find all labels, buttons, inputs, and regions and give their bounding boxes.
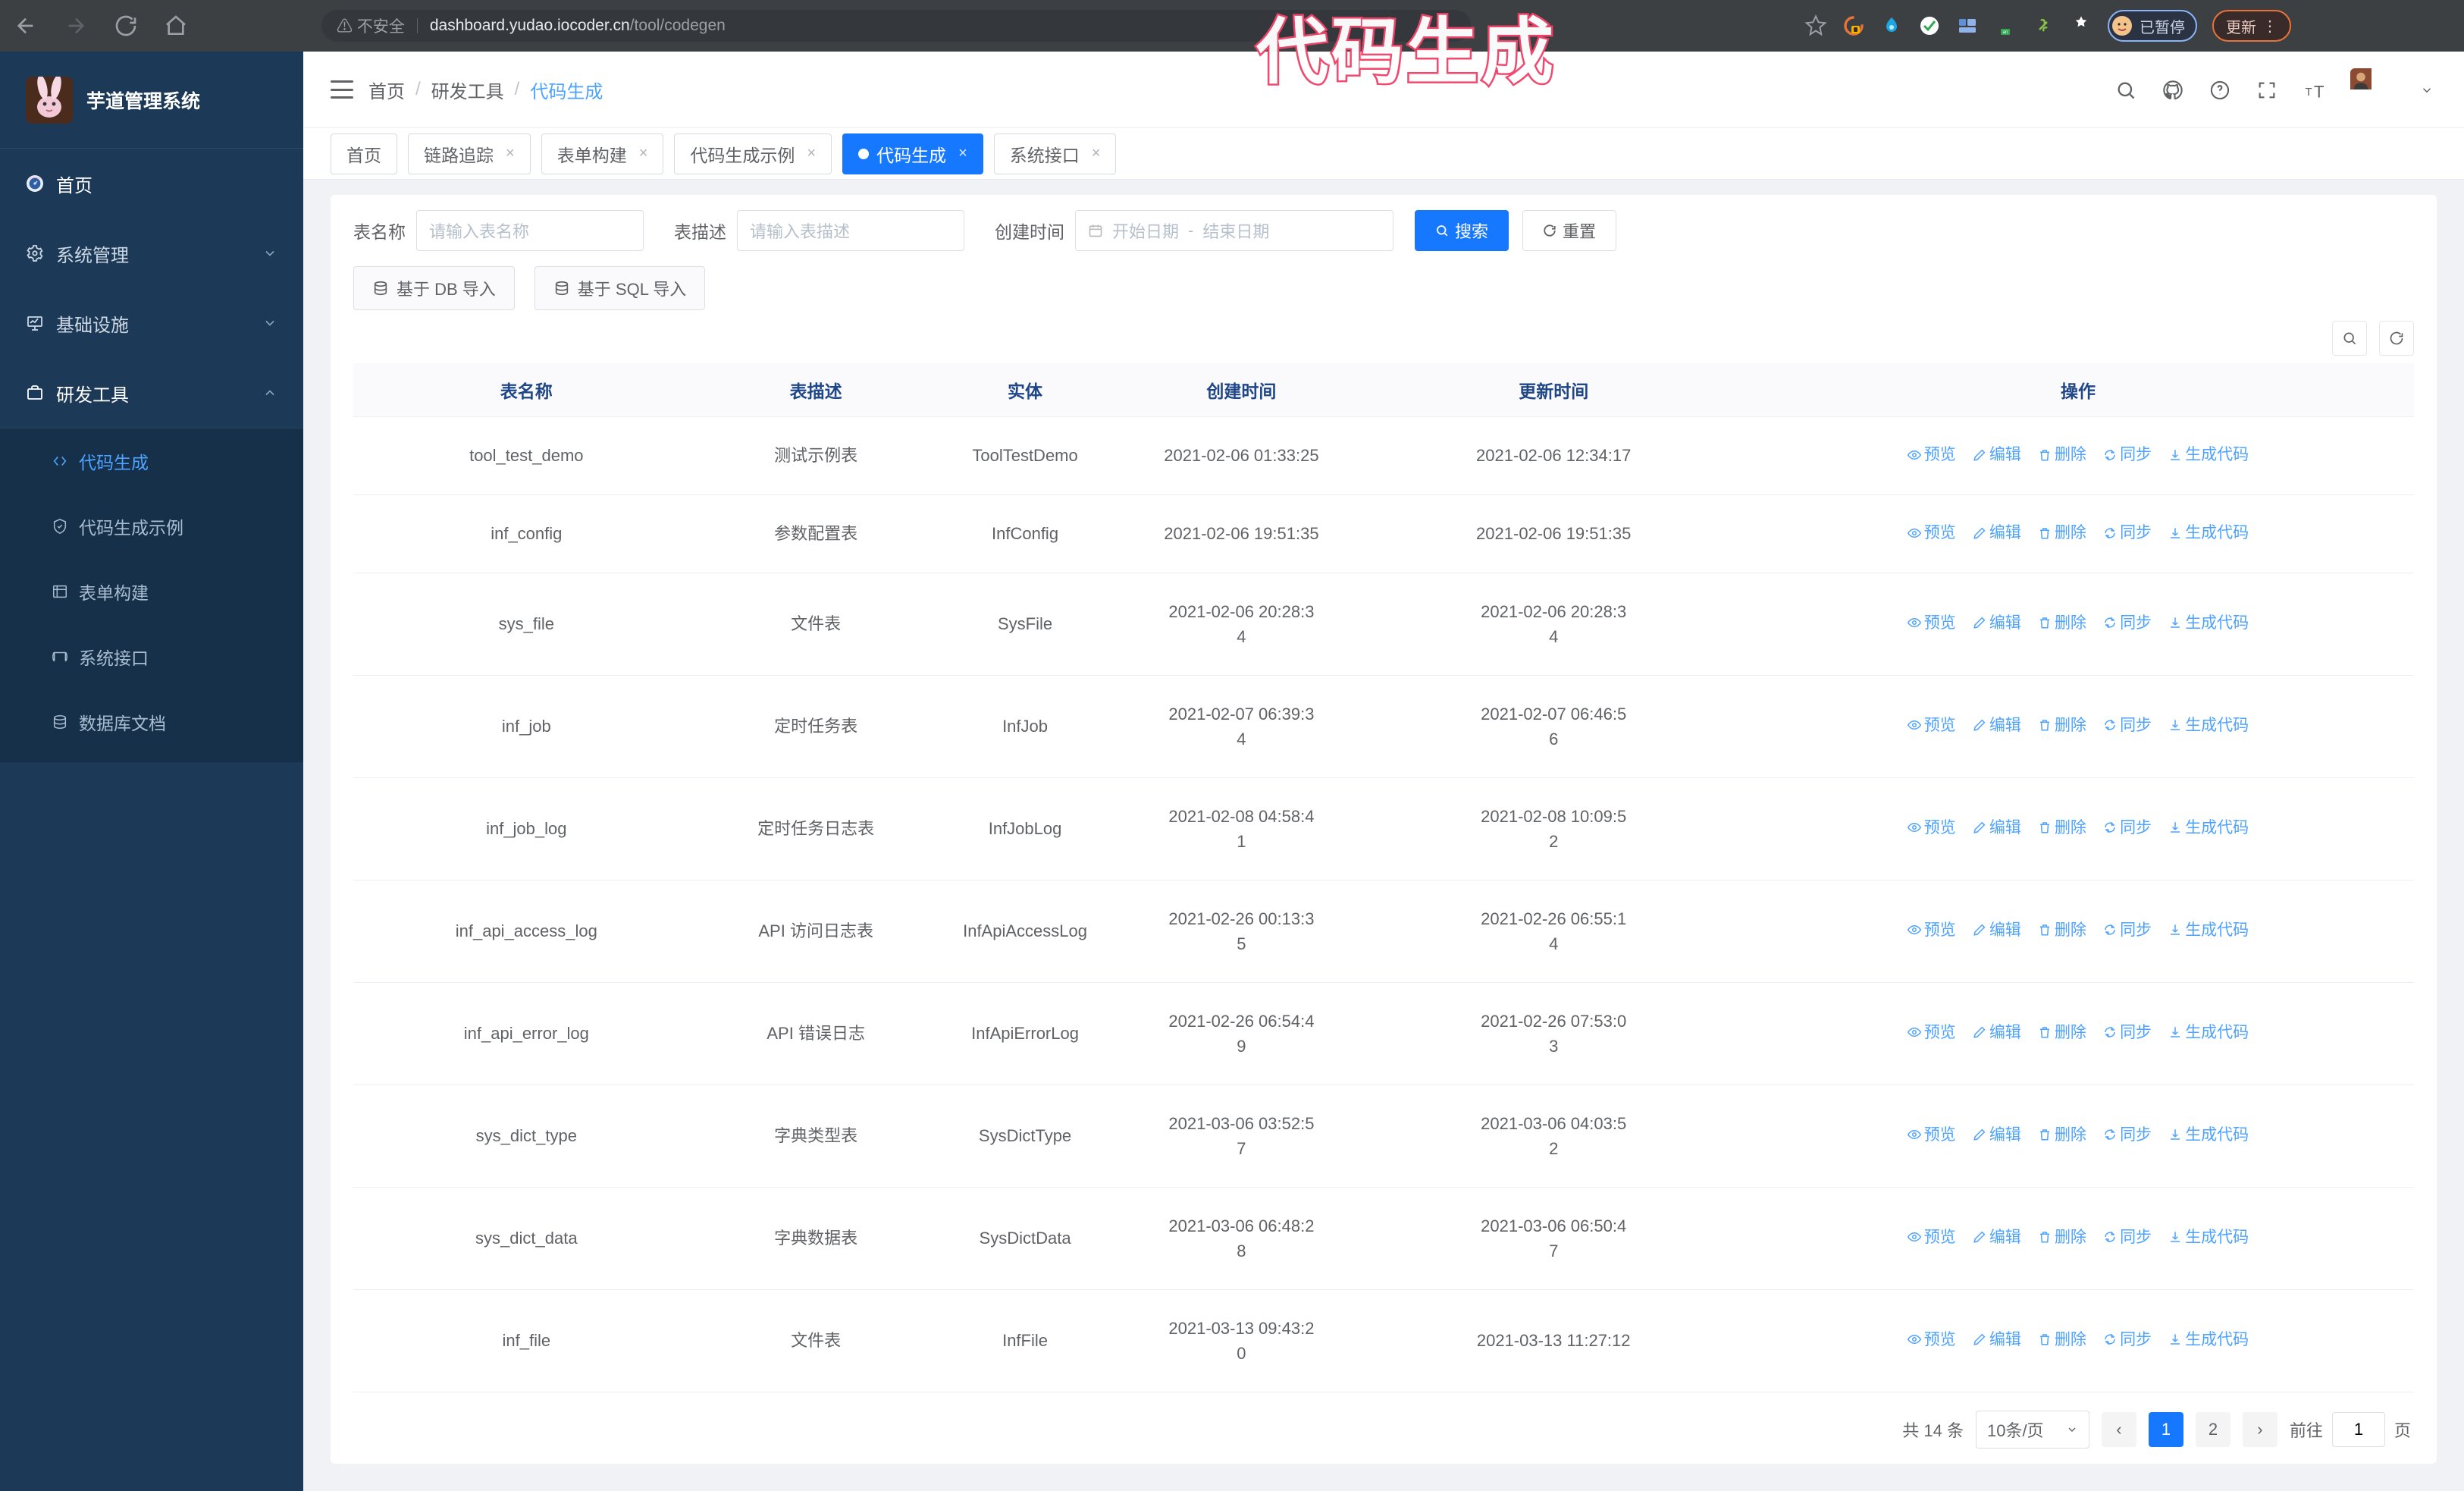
svg-text:an: an (2003, 30, 2008, 35)
svg-text:T: T (2314, 82, 2324, 101)
svg-text:T: T (2305, 86, 2312, 99)
